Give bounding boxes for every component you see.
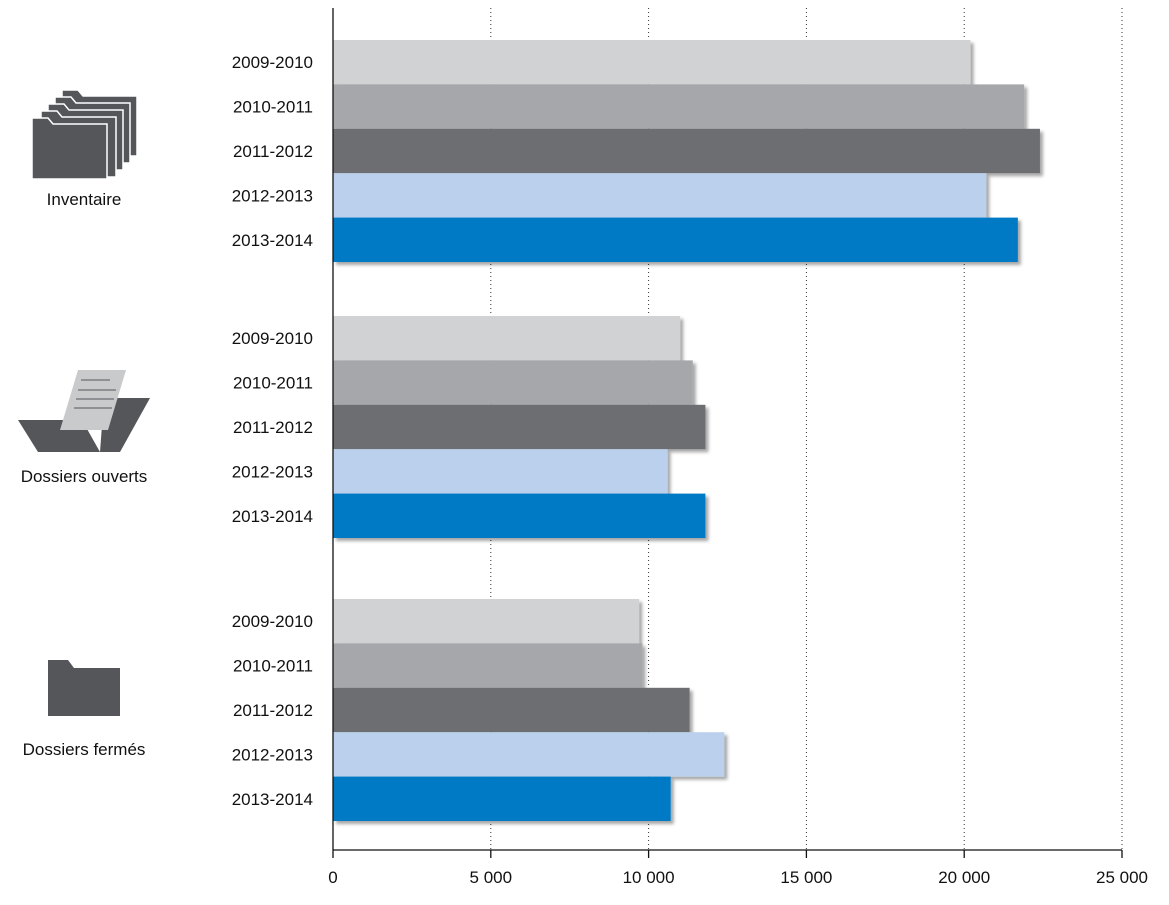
category-label: 2010-2011 xyxy=(233,374,313,393)
category-label: 2009-2010 xyxy=(232,53,313,72)
category-label: 2011-2012 xyxy=(233,701,313,720)
bar xyxy=(333,360,693,405)
category-label: 2012-2013 xyxy=(232,186,313,205)
x-ticks: 0 5 000 10 000 15 000 20 000 25 000 xyxy=(328,850,1148,887)
bar xyxy=(333,599,640,644)
group-label: Dossiers ouverts xyxy=(21,467,148,486)
axes xyxy=(332,8,1122,851)
category-labels: 2009-2010 2010-2011 2011-2012 2012-2013 2013… xyxy=(21,53,313,809)
category-label: 2011-2012 xyxy=(233,142,313,161)
bar xyxy=(333,316,681,361)
stacked-folders-icon xyxy=(31,89,138,180)
category-label: 2010-2011 xyxy=(233,657,313,676)
bar xyxy=(333,449,668,494)
bar xyxy=(333,404,706,450)
category-label: 2013-2014 xyxy=(232,231,313,250)
x-tick-label: 0 xyxy=(328,868,337,887)
bar xyxy=(333,217,1018,262)
x-tick-label: 20 000 xyxy=(938,868,990,887)
x-tick-label: 15 000 xyxy=(780,868,832,887)
x-tick-label: 10 000 xyxy=(623,868,675,887)
category-label: 2012-2013 xyxy=(232,745,313,764)
x-tick-label: 5 000 xyxy=(470,868,513,887)
category-label: 2013-2014 xyxy=(232,790,313,809)
bar xyxy=(333,687,690,733)
bars xyxy=(333,40,1040,821)
x-tick-label: 25 000 xyxy=(1096,868,1148,887)
category-label: 2009-2010 xyxy=(232,612,313,631)
group-label: Inventaire xyxy=(47,190,122,209)
bar xyxy=(333,776,671,821)
bar xyxy=(333,643,643,688)
bar xyxy=(333,128,1040,174)
bar xyxy=(333,84,1025,129)
bar xyxy=(333,173,987,218)
closed-folder-icon xyxy=(48,660,120,716)
group-label: Dossiers fermés xyxy=(23,740,146,759)
category-label: 2010-2011 xyxy=(233,98,313,117)
category-label: 2013-2014 xyxy=(232,507,313,526)
bar xyxy=(333,732,725,777)
open-folder-icon xyxy=(18,370,150,452)
category-label: 2009-2010 xyxy=(232,329,313,348)
category-label: 2012-2013 xyxy=(232,462,313,481)
category-label: 2011-2012 xyxy=(233,418,313,437)
bar xyxy=(333,493,706,538)
bar xyxy=(333,40,971,85)
